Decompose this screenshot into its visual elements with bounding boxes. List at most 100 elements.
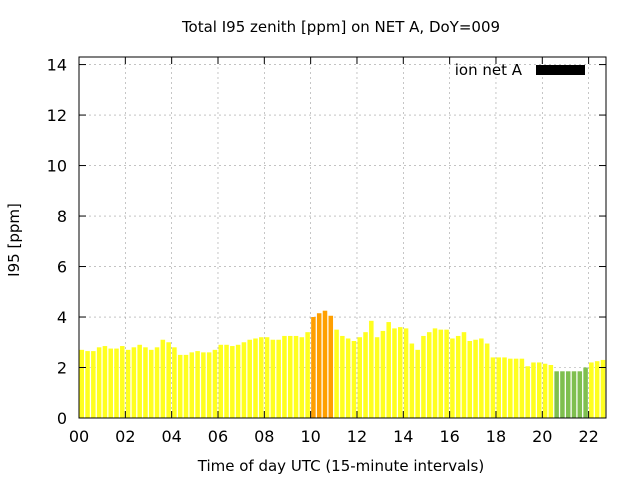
x-tick-label: 20: [532, 427, 552, 446]
bar: [195, 351, 200, 418]
bar: [345, 338, 351, 418]
bar: [102, 346, 108, 418]
bar: [594, 361, 600, 418]
bar: [554, 371, 559, 418]
bar: [392, 328, 397, 418]
bar: [525, 366, 530, 418]
bar: [114, 348, 119, 418]
bar: [479, 338, 484, 418]
bar: [224, 344, 229, 418]
bar: [79, 349, 85, 418]
bar: [293, 335, 299, 418]
bar: [177, 354, 183, 418]
bar: [508, 358, 513, 418]
bar: [183, 354, 189, 418]
bars: [79, 310, 606, 418]
bar: [120, 346, 125, 418]
bar: [85, 351, 90, 418]
bar: [363, 332, 368, 418]
legend-swatch: [536, 65, 585, 75]
bar: [502, 357, 507, 418]
bar: [542, 363, 548, 418]
x-tick-label: 12: [347, 427, 367, 446]
bar: [282, 335, 287, 418]
x-tick-label: 06: [208, 427, 228, 446]
axis-ticks: [78, 57, 606, 419]
bar: [426, 332, 432, 418]
bar: [403, 328, 409, 418]
bar: [137, 344, 142, 418]
bar: [276, 339, 281, 418]
bar: [421, 335, 426, 418]
bar: [415, 349, 420, 418]
bar: [270, 339, 276, 418]
x-tick-label: 22: [578, 427, 598, 446]
y-tick-label: 12: [47, 106, 67, 125]
bar: [131, 347, 137, 418]
bar: [201, 352, 206, 418]
bar: [461, 332, 467, 418]
y-axis-label: I95 [ppm]: [5, 203, 23, 277]
y-tick-label: 8: [57, 207, 67, 226]
bar: [322, 310, 328, 418]
bar: [438, 329, 444, 418]
bar: [206, 352, 212, 418]
bar: [125, 349, 131, 418]
bar: [490, 357, 496, 418]
x-tick-label: 08: [254, 427, 274, 446]
bar: [299, 337, 305, 418]
legend-label: ion net A: [455, 61, 523, 79]
bar: [287, 335, 293, 418]
y-tick-label: 14: [47, 56, 67, 75]
bar: [398, 327, 403, 418]
bar: [189, 352, 195, 418]
x-axis-label: Time of day UTC (15-minute intervals): [197, 457, 484, 475]
bar: [235, 344, 241, 418]
bar: [589, 362, 594, 418]
y-tick-label: 10: [47, 157, 67, 176]
bar: [519, 358, 525, 418]
bar: [264, 337, 270, 418]
bar: [380, 330, 386, 418]
bar: [357, 337, 362, 418]
bar: [531, 362, 536, 418]
bar: [571, 371, 577, 418]
bar: [172, 347, 177, 418]
bar: [154, 347, 160, 418]
bar: [148, 349, 154, 418]
bar: [247, 339, 252, 418]
x-tick-label: 16: [439, 427, 459, 446]
bar: [143, 347, 148, 418]
bar: [160, 339, 166, 418]
bar: [369, 320, 374, 418]
x-tick-label: 04: [161, 427, 181, 446]
bar: [484, 343, 490, 418]
bar: [409, 343, 415, 418]
bar: [241, 342, 247, 418]
bar: [334, 329, 339, 418]
bar: [96, 347, 102, 418]
bar: [218, 344, 224, 418]
bar: [496, 357, 501, 418]
bar: [577, 371, 583, 418]
bar: [340, 335, 345, 418]
x-tick-label: 14: [393, 427, 413, 446]
bar: [548, 364, 554, 418]
bar: [444, 329, 449, 418]
x-tick-label: 10: [300, 427, 320, 446]
y-tick-label: 0: [57, 409, 67, 428]
plot-frame: [78, 56, 607, 419]
bar: [450, 338, 455, 418]
x-tick-label: 18: [486, 427, 506, 446]
bar: [583, 367, 588, 418]
grid-lines: [79, 57, 606, 418]
chart-title: Total I95 zenith [ppm] on NET A, DoY=009: [181, 18, 500, 36]
bar: [311, 317, 316, 418]
x-tick-label: 00: [69, 427, 89, 446]
bar: [316, 313, 322, 418]
x-tick-label: 02: [115, 427, 135, 446]
bar: [351, 341, 357, 418]
bar: [513, 358, 519, 418]
bar: [230, 346, 235, 418]
